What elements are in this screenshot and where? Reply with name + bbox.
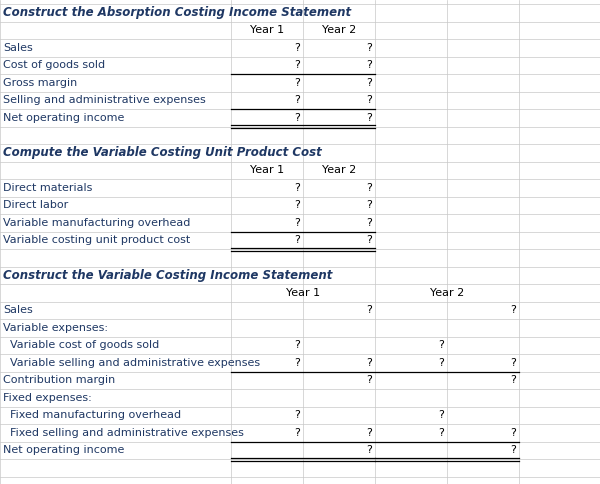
Text: Sales: Sales	[3, 305, 33, 315]
Text: ?: ?	[366, 235, 372, 245]
Text: ?: ?	[366, 428, 372, 438]
Text: ?: ?	[366, 218, 372, 228]
Text: ?: ?	[510, 445, 516, 455]
Text: Sales: Sales	[3, 43, 33, 53]
Text: ?: ?	[366, 95, 372, 105]
Text: ?: ?	[510, 358, 516, 368]
Text: Contribution margin: Contribution margin	[3, 375, 115, 385]
Text: ?: ?	[294, 183, 300, 193]
Text: Year 2: Year 2	[430, 288, 464, 298]
Text: ?: ?	[294, 113, 300, 123]
Text: ?: ?	[438, 340, 444, 350]
Text: ?: ?	[438, 358, 444, 368]
Text: Variable manufacturing overhead: Variable manufacturing overhead	[3, 218, 190, 228]
Text: ?: ?	[366, 60, 372, 70]
Text: ?: ?	[294, 200, 300, 210]
Text: Construct the Absorption Costing Income Statement: Construct the Absorption Costing Income …	[3, 6, 351, 19]
Text: ?: ?	[510, 375, 516, 385]
Text: Fixed selling and administrative expenses: Fixed selling and administrative expense…	[3, 428, 244, 438]
Text: Variable selling and administrative expenses: Variable selling and administrative expe…	[3, 358, 260, 368]
Text: ?: ?	[366, 78, 372, 88]
Text: Net operating income: Net operating income	[3, 445, 124, 455]
Text: Fixed expenses:: Fixed expenses:	[3, 393, 92, 403]
Text: ?: ?	[294, 358, 300, 368]
Text: Year 2: Year 2	[322, 165, 356, 175]
Text: ?: ?	[294, 218, 300, 228]
Text: Variable expenses:: Variable expenses:	[3, 323, 108, 333]
Text: ?: ?	[510, 305, 516, 315]
Text: Fixed manufacturing overhead: Fixed manufacturing overhead	[3, 410, 181, 420]
Text: ?: ?	[438, 428, 444, 438]
Text: ?: ?	[294, 410, 300, 420]
Text: ?: ?	[366, 305, 372, 315]
Text: ?: ?	[366, 375, 372, 385]
Text: Year 1: Year 1	[250, 25, 284, 35]
Text: ?: ?	[438, 410, 444, 420]
Text: Year 1: Year 1	[286, 288, 320, 298]
Text: ?: ?	[366, 445, 372, 455]
Text: ?: ?	[366, 43, 372, 53]
Text: ?: ?	[294, 78, 300, 88]
Text: ?: ?	[294, 340, 300, 350]
Text: Variable costing unit product cost: Variable costing unit product cost	[3, 235, 190, 245]
Text: Direct labor: Direct labor	[3, 200, 68, 210]
Text: ?: ?	[294, 428, 300, 438]
Text: ?: ?	[294, 235, 300, 245]
Text: Selling and administrative expenses: Selling and administrative expenses	[3, 95, 206, 105]
Text: Year 1: Year 1	[250, 165, 284, 175]
Text: Gross margin: Gross margin	[3, 78, 77, 88]
Text: ?: ?	[510, 428, 516, 438]
Text: Compute the Variable Costing Unit Product Cost: Compute the Variable Costing Unit Produc…	[3, 146, 322, 159]
Text: ?: ?	[366, 200, 372, 210]
Text: ?: ?	[294, 43, 300, 53]
Text: ?: ?	[366, 358, 372, 368]
Text: ?: ?	[294, 95, 300, 105]
Text: Construct the Variable Costing Income Statement: Construct the Variable Costing Income St…	[3, 269, 332, 282]
Text: ?: ?	[366, 113, 372, 123]
Text: Net operating income: Net operating income	[3, 113, 124, 123]
Text: Cost of goods sold: Cost of goods sold	[3, 60, 105, 70]
Text: Direct materials: Direct materials	[3, 183, 92, 193]
Text: Year 2: Year 2	[322, 25, 356, 35]
Text: ?: ?	[366, 183, 372, 193]
Text: Variable cost of goods sold: Variable cost of goods sold	[3, 340, 159, 350]
Text: ?: ?	[294, 60, 300, 70]
